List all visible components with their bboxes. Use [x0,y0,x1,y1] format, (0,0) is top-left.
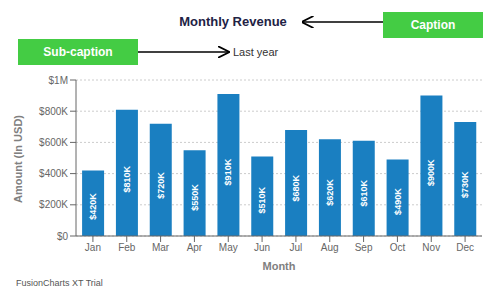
svg-text:Oct: Oct [390,242,406,253]
svg-text:$810K: $810K [122,165,132,192]
svg-text:Last year: Last year [233,46,279,58]
svg-text:Aug: Aug [321,242,339,253]
svg-text:Sub-caption: Sub-caption [43,45,112,59]
svg-text:$1M: $1M [49,75,68,86]
svg-text:$910K: $910K [223,158,233,185]
html-text:FusionCharts XT Trial: FusionCharts XT Trial [16,278,103,288]
svg-text:$680K: $680K [291,175,301,202]
svg-text:$490K: $490K [393,188,403,215]
svg-text:Amount (In USD): Amount (In USD) [12,115,24,203]
svg-text:Feb: Feb [118,242,136,253]
svg-text:Nov: Nov [422,242,440,253]
svg-text:Jul: Jul [290,242,303,253]
svg-text:$600K: $600K [39,137,68,148]
svg-text:$400K: $400K [39,168,68,179]
svg-text:Monthly Revenue: Monthly Revenue [179,14,287,29]
svg-text:$620K: $620K [325,179,335,206]
svg-text:Sep: Sep [355,242,373,253]
svg-text:$0: $0 [57,231,69,242]
svg-text:May: May [219,242,238,253]
svg-text:$800K: $800K [39,106,68,117]
svg-text:$510K: $510K [257,186,267,213]
svg-text:$730K: $730K [460,171,470,198]
svg-text:Apr: Apr [187,242,203,253]
svg-text:Caption: Caption [411,18,456,32]
svg-text:$200K: $200K [39,199,68,210]
svg-text:$550K: $550K [190,184,200,211]
svg-text:$610K: $610K [359,179,369,206]
svg-text:Jun: Jun [254,242,270,253]
svg-text:$420K: $420K [88,193,98,220]
svg-text:Dec: Dec [456,242,474,253]
svg-text:Jan: Jan [85,242,101,253]
svg-text:$900K: $900K [426,159,436,186]
svg-text:$720K: $720K [156,172,166,199]
svg-text:Mar: Mar [152,242,170,253]
svg-text:Month: Month [263,260,296,272]
